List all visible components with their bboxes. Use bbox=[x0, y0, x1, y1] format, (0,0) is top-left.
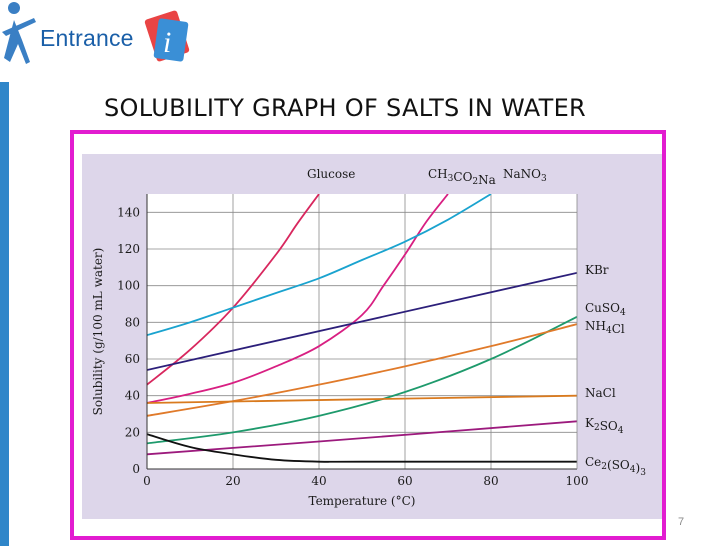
x-tick-label: 40 bbox=[311, 474, 326, 488]
slide-title: SOLUBILITY GRAPH OF SALTS IN WATER bbox=[104, 94, 587, 122]
logo-figure-icon: i bbox=[2, 2, 190, 64]
x-tick-label: 60 bbox=[397, 474, 412, 488]
x-tick-label: 100 bbox=[566, 474, 589, 488]
x-tick-label: 80 bbox=[483, 474, 498, 488]
series-label-nacl: NaCl bbox=[585, 386, 616, 400]
y-tick-label: 120 bbox=[117, 242, 140, 256]
y-tick-label: 80 bbox=[125, 315, 140, 329]
series-label-glucose: Glucose bbox=[307, 167, 355, 181]
series-line-glucose bbox=[147, 194, 320, 386]
series-label-nh4cl: NH4Cl bbox=[585, 319, 625, 336]
axes-layer: 0 20 40 60 80 100 120 140 0 20 40 60 80 100 bbox=[117, 194, 588, 488]
series-label-nano3: NaNO3 bbox=[503, 167, 547, 184]
series-line-k2so4 bbox=[147, 420, 577, 456]
logo-text: Entrance bbox=[40, 25, 134, 51]
x-tick-label: 20 bbox=[225, 474, 240, 488]
y-axis-label: Solubility (g/100 mL water) bbox=[91, 248, 105, 416]
x-tick-label: 0 bbox=[143, 474, 151, 488]
y-tick-label: 100 bbox=[117, 279, 140, 293]
left-accent-bar bbox=[0, 82, 9, 546]
entrance-logo: i Entrance bbox=[0, 0, 200, 72]
y-tick-label: 40 bbox=[125, 389, 140, 403]
y-tick-label: 0 bbox=[132, 462, 140, 476]
slide-number: 7 bbox=[678, 516, 685, 528]
plot-area bbox=[147, 194, 577, 469]
series-line-nh4cl bbox=[147, 323, 577, 417]
y-tick-label: 140 bbox=[117, 205, 140, 219]
x-axis-label: Temperature (°C) bbox=[309, 494, 416, 508]
series-line-nano3 bbox=[147, 194, 492, 337]
series-line-cuso4 bbox=[147, 316, 577, 445]
series-label-kbr: KBr bbox=[585, 263, 609, 277]
series-label-cuso4: CuSO4 bbox=[585, 301, 626, 318]
series-line-nacl bbox=[147, 394, 577, 404]
y-tick-label: 20 bbox=[125, 425, 140, 439]
series-label-ch3co2na: CH3CO2Na bbox=[428, 167, 496, 187]
y-tick-label: 60 bbox=[125, 352, 140, 366]
chart-frame: Glucose CH3CO2Na NaNO3 KBr CuSO4 NH4Cl NaCl K2S… bbox=[70, 130, 666, 540]
svg-text:i: i bbox=[163, 26, 171, 59]
series-line-kbr bbox=[147, 271, 577, 371]
series-line-ce2so43 bbox=[147, 433, 577, 463]
grid-layer bbox=[147, 194, 577, 469]
series-line-ch3co2na bbox=[147, 194, 449, 404]
series-label-k2so4: K2SO4 bbox=[585, 416, 624, 436]
series-label-ce2so43: Ce2(SO4)3 bbox=[585, 455, 646, 478]
